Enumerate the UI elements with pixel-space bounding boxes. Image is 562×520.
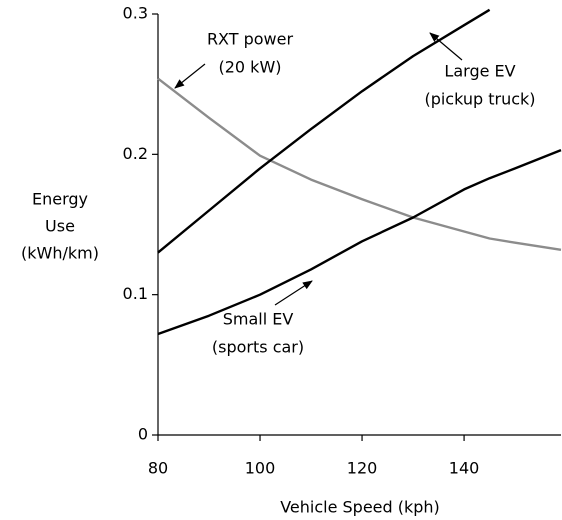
x-tick-label: 120 xyxy=(347,459,378,478)
y-axis-label: (kWh/km) xyxy=(21,244,99,263)
x-tick-label: 100 xyxy=(245,459,276,478)
y-tick-label: 0.2 xyxy=(123,144,148,163)
annotation-arrow xyxy=(174,63,206,89)
annotation-arrow xyxy=(274,280,313,306)
y-axis-label: Use xyxy=(45,217,75,236)
annotation: Small EV xyxy=(223,310,294,329)
annotation: (pickup truck) xyxy=(424,90,535,109)
y-axis-label: Energy xyxy=(32,190,88,209)
series-line xyxy=(157,77,562,251)
annotation: (20 kW) xyxy=(218,58,281,77)
annotation: (sports car) xyxy=(212,338,304,357)
y-tick-label: 0.3 xyxy=(123,4,148,23)
series-line xyxy=(157,148,562,336)
y-tick-label: 0 xyxy=(138,425,148,444)
annotation-arrow xyxy=(429,32,463,61)
annotation: RXT power xyxy=(207,30,294,49)
x-tick-label: 140 xyxy=(449,459,480,478)
x-axis-label: Vehicle Speed (kph) xyxy=(280,498,440,517)
annotation: Large EV xyxy=(444,62,515,81)
series-line xyxy=(157,8,491,254)
x-tick-label: 80 xyxy=(148,459,168,478)
y-tick-label: 0.1 xyxy=(123,284,148,303)
